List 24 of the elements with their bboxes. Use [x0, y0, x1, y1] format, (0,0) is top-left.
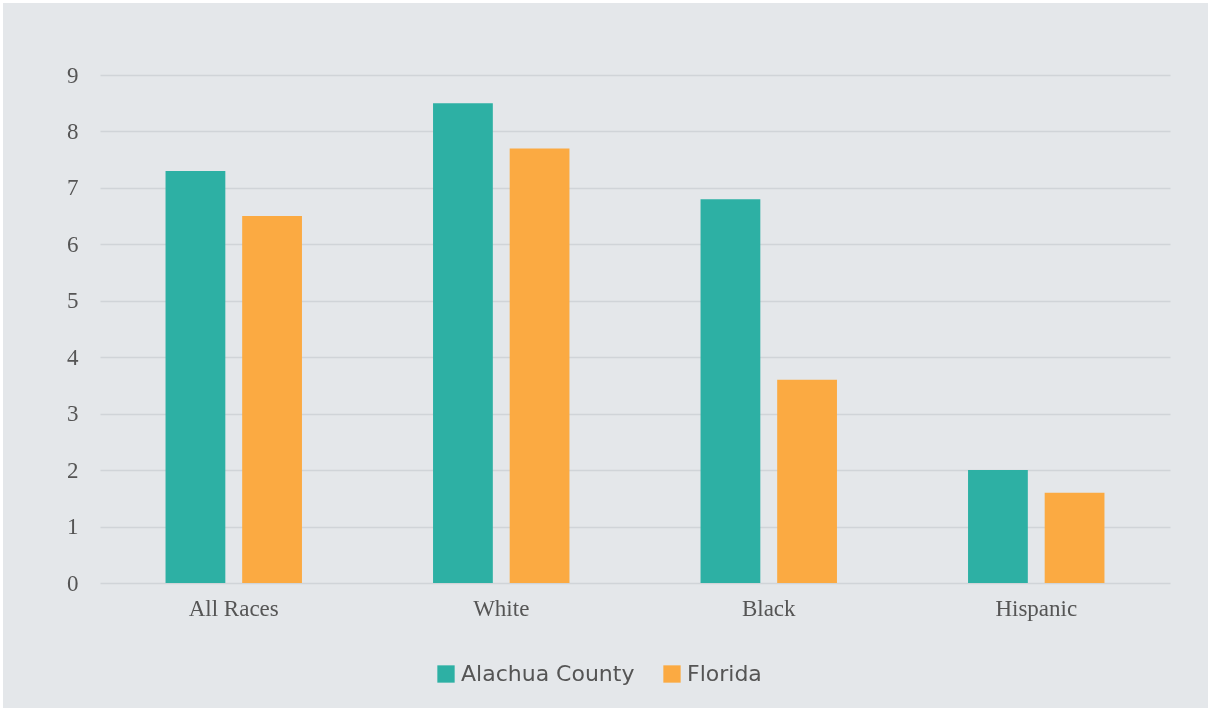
bar [242, 216, 302, 583]
bar [509, 148, 570, 583]
y-tick-label: 3 [67, 401, 79, 427]
y-tick-label: 0 [67, 570, 79, 596]
legend-label: Florida [687, 661, 762, 686]
y-tick-label: 2 [67, 457, 79, 483]
bar [1044, 492, 1105, 583]
y-tick-label: 5 [67, 288, 79, 314]
x-tick-label: All Races [188, 595, 279, 621]
y-tick-label: 6 [67, 231, 79, 257]
x-tick-label: Black [741, 595, 797, 621]
x-tick-label: White [473, 595, 530, 621]
y-tick-label: 4 [67, 344, 79, 370]
y-tick-label: 7 [67, 175, 79, 201]
bar [165, 170, 226, 583]
y-tick-label: 1 [67, 514, 79, 540]
legend-label: Alachua County [461, 661, 635, 686]
bar [433, 103, 493, 583]
y-tick-label: 9 [67, 62, 79, 88]
y-tick-label: 8 [67, 118, 79, 144]
bar [777, 379, 837, 583]
bar [700, 199, 761, 583]
x-tick-label: Hispanic [995, 595, 1078, 621]
bar [968, 470, 1028, 583]
